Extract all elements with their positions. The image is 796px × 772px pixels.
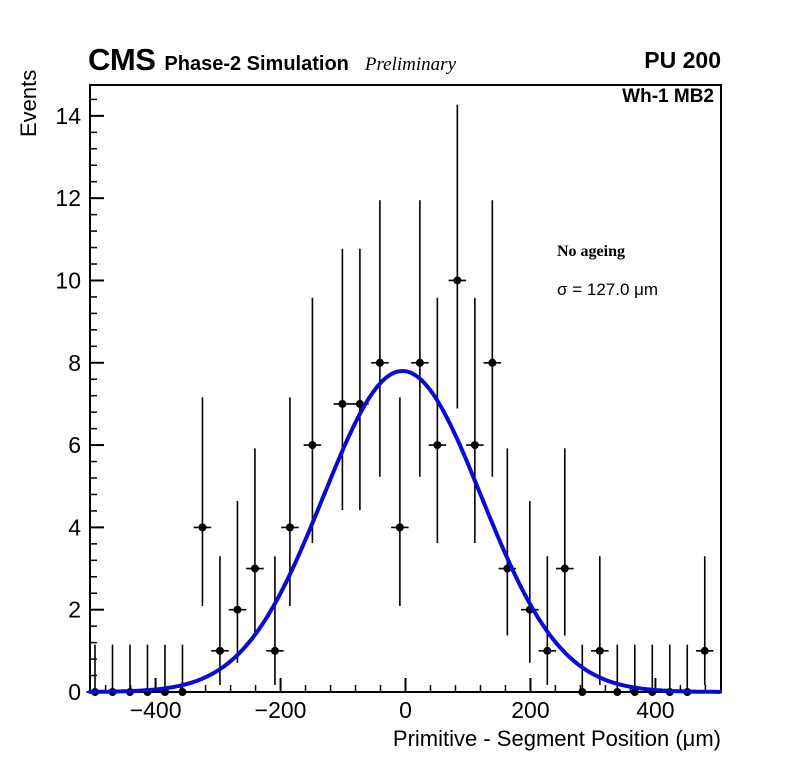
data-point-marker — [560, 564, 569, 573]
legend-block: No ageing σ = 127.0 μm — [557, 243, 658, 300]
x-tick-label: −400 — [130, 697, 182, 723]
data-point-marker — [453, 276, 462, 285]
data-point-marker — [215, 646, 224, 655]
gaussian-fit-curve — [88, 369, 722, 694]
y-axis-title: Events — [16, 69, 41, 137]
data-point-marker — [470, 441, 479, 450]
y-tick-label: 2 — [68, 597, 81, 623]
plot-frame — [89, 84, 722, 693]
legend-ageing-label: No ageing — [557, 243, 625, 260]
x-tick-label: 400 — [636, 697, 674, 723]
data-point-marker — [613, 688, 622, 696]
header-preliminary: Preliminary — [364, 54, 457, 75]
data-point-marker — [630, 688, 639, 696]
data-point-marker — [415, 358, 424, 367]
data-point-marker — [355, 399, 364, 408]
y-tick-label: 10 — [55, 267, 81, 293]
data-point-marker — [488, 358, 497, 367]
data-point-marker — [338, 399, 347, 408]
y-tick-label: 4 — [68, 514, 81, 540]
data-point-marker — [700, 646, 709, 655]
y-tick-label: 6 — [68, 432, 81, 458]
legend-sigma-value: σ = 127.0 μm — [557, 280, 659, 299]
header-pu-label: PU 200 — [644, 47, 721, 73]
x-tick-label: 0 — [399, 697, 412, 723]
x-tick-label: 200 — [511, 697, 549, 723]
data-point-marker — [270, 646, 279, 655]
data-point-marker — [433, 441, 442, 450]
y-tick-label: 12 — [55, 185, 81, 211]
y-tick-label: 8 — [68, 350, 81, 376]
data-point-marker — [543, 646, 552, 655]
x-axis-title: Primitive - Segment Position (μm) — [392, 726, 721, 751]
cms-logo-text: CMS — [88, 42, 156, 77]
y-tick-label: 0 — [68, 679, 81, 705]
data-point-marker — [395, 523, 404, 532]
data-point-marker — [250, 564, 259, 573]
data-point-marker — [308, 441, 317, 450]
data-point-marker — [375, 358, 384, 367]
wheel-station-label: Wh-1 MB2 — [622, 86, 714, 107]
data-point-marker — [285, 523, 294, 532]
data-point-marker — [578, 688, 587, 696]
x-tick-label: −200 — [255, 697, 307, 723]
header-subtitle: Phase-2 Simulation — [164, 53, 349, 75]
data-point-marker — [595, 646, 604, 655]
data-point-marker — [178, 688, 187, 696]
plot-header: CMS Phase-2 Simulation Preliminary — [88, 42, 456, 78]
data-point-marker — [233, 605, 242, 614]
y-tick-label: 14 — [55, 103, 81, 129]
data-point-marker — [198, 523, 207, 532]
